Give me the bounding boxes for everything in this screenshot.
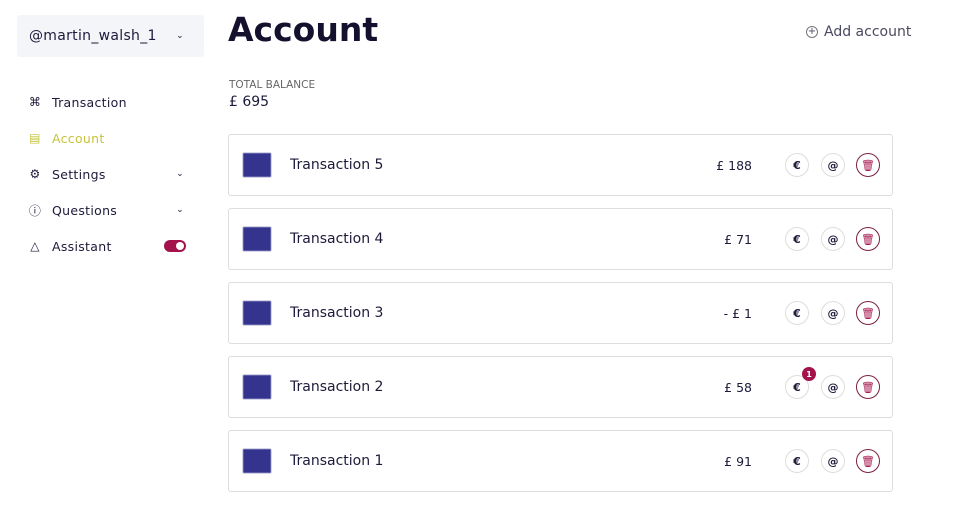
sidebar-item-label: Settings: [52, 166, 106, 182]
lock-rotate-button[interactable]: @: [821, 449, 845, 473]
delete-button[interactable]: 🗑: [856, 449, 880, 473]
euro-button[interactable]: €: [785, 153, 809, 177]
lock-rotate-icon: @: [827, 232, 839, 246]
card-thumbnail: [243, 301, 271, 325]
add-account-button[interactable]: + Add account: [806, 24, 911, 40]
grid-icon: ⌘: [28, 95, 42, 109]
lock-rotate-icon: @: [827, 380, 839, 394]
transaction-name: Transaction 4: [290, 231, 384, 247]
page-title: Account: [228, 10, 379, 49]
euro-icon: €: [793, 232, 801, 246]
total-balance-label: TOTAL BALANCE: [229, 79, 316, 91]
transaction-name: Transaction 5: [290, 157, 384, 173]
euro-icon: €: [793, 454, 801, 468]
trash-icon: 🗑: [861, 232, 875, 246]
trash-icon: 🗑: [861, 158, 875, 172]
plus-circle-icon: +: [806, 26, 818, 38]
card-thumbnail: [243, 449, 271, 473]
sidebar-nav: ⌘ Transaction ▤ Account ⚙ Settings ⌄ ⓘ Questi…: [28, 84, 188, 264]
card-thumbnail: [243, 227, 271, 251]
lock-rotate-button[interactable]: @: [821, 227, 845, 251]
lock-rotate-button[interactable]: @: [821, 301, 845, 325]
delete-button[interactable]: 🗑: [856, 227, 880, 251]
notification-badge: 1: [802, 367, 816, 381]
lock-rotate-button[interactable]: @: [821, 153, 845, 177]
chevron-down-icon: ⌄: [176, 169, 184, 179]
transaction-row[interactable]: Transaction 1 £ 91 € @ 🗑: [228, 430, 893, 492]
transaction-row[interactable]: Transaction 4 £ 71 € @ 🗑: [228, 208, 893, 270]
username: @martin_walsh_1: [29, 28, 157, 44]
euro-button[interactable]: €1: [785, 367, 816, 399]
card-thumbnail: [243, 375, 271, 399]
question-icon: ⓘ: [28, 203, 42, 218]
user-dropdown[interactable]: @martin_walsh_1 ⌄: [17, 15, 204, 57]
sidebar-item-assistant[interactable]: △ Assistant: [28, 228, 188, 264]
card-thumbnail: [243, 153, 271, 177]
sidebar-item-label: Account: [52, 130, 105, 146]
chevron-down-icon: ⌄: [176, 205, 184, 215]
euro-button[interactable]: €: [785, 449, 809, 473]
lock-rotate-icon: @: [827, 306, 839, 320]
transaction-amount: £ 71: [724, 231, 752, 247]
trash-icon: 🗑: [861, 380, 875, 394]
sidebar-item-account[interactable]: ▤ Account: [28, 120, 188, 156]
lock-rotate-button[interactable]: @: [821, 375, 845, 399]
euro-icon: €: [793, 380, 801, 394]
transaction-name: Transaction 3: [290, 305, 384, 321]
transaction-row[interactable]: Transaction 5 £ 188 € @ 🗑: [228, 134, 893, 196]
sidebar-item-label: Transaction: [52, 94, 127, 110]
gear-icon: ⚙: [29, 167, 41, 181]
sidebar-item-settings[interactable]: ⚙ Settings ⌄: [28, 156, 188, 192]
delete-button[interactable]: 🗑: [856, 375, 880, 399]
trash-icon: 🗑: [861, 306, 875, 320]
sidebar-item-label: Questions: [52, 202, 118, 218]
sidebar-item-label: Assistant: [52, 238, 112, 254]
euro-button[interactable]: €: [785, 301, 809, 325]
transaction-amount: - £ 1: [723, 305, 752, 321]
transaction-name: Transaction 1: [290, 453, 384, 469]
transaction-row[interactable]: Transaction 3 - £ 1 € @ 🗑: [228, 282, 893, 344]
euro-icon: €: [793, 306, 801, 320]
transaction-row[interactable]: Transaction 2 £ 58 €1 @ 🗑: [228, 356, 893, 418]
flask-icon: △: [30, 239, 40, 253]
transaction-amount: £ 188: [716, 157, 752, 173]
total-balance-value: £ 695: [229, 94, 270, 110]
lock-rotate-icon: @: [827, 158, 839, 172]
delete-button[interactable]: 🗑: [856, 153, 880, 177]
trash-icon: 🗑: [861, 454, 875, 468]
assistant-toggle[interactable]: [164, 240, 186, 252]
chevron-down-icon: ⌄: [176, 31, 184, 41]
delete-button[interactable]: 🗑: [856, 301, 880, 325]
transaction-amount: £ 91: [724, 453, 752, 469]
lock-rotate-icon: @: [827, 454, 839, 468]
transaction-name: Transaction 2: [290, 379, 384, 395]
euro-button[interactable]: €: [785, 227, 809, 251]
sidebar-item-transaction[interactable]: ⌘ Transaction: [28, 84, 188, 120]
add-account-label: Add account: [824, 24, 912, 40]
sidebar-item-questions[interactable]: ⓘ Questions ⌄: [28, 192, 188, 228]
transaction-amount: £ 58: [724, 379, 752, 395]
euro-icon: €: [793, 158, 801, 172]
card-icon: ▤: [29, 131, 41, 145]
